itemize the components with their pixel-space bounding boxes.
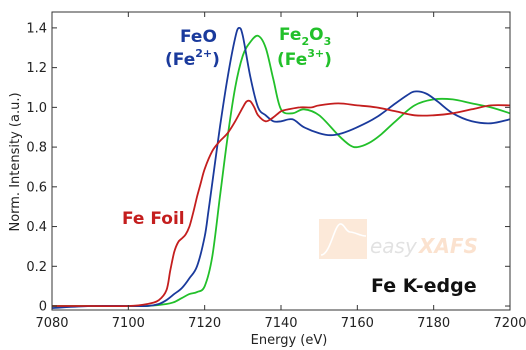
x-tick-label: 7160 xyxy=(341,316,374,331)
series-line-fe-foil xyxy=(52,99,511,308)
tick-layer: 7080 7100 7120 7140 7160 7180 7200 0 0.2 0.4 0.6 0.… xyxy=(26,12,526,331)
watermark-logo-curve xyxy=(320,223,367,256)
fe2o3-oxidation-label: (Fe3+) xyxy=(277,47,332,70)
fe2o3-oxidation-fe: (Fe xyxy=(277,50,307,70)
y-tick-label: 1.0 xyxy=(26,101,47,116)
x-tick-label: 7080 xyxy=(35,316,68,331)
y-tick-label: 0.4 xyxy=(26,220,47,235)
fe2o3-sub-3: 3 xyxy=(324,35,332,48)
fe2o3-sub-2: 2 xyxy=(301,35,309,48)
feo-oxidation-charge: 2+ xyxy=(195,47,212,60)
feo-label: FeO xyxy=(180,27,217,47)
watermark-text-xafs: XAFS xyxy=(417,234,478,258)
series-layer xyxy=(51,26,511,309)
fe2o3-oxidation-charge: 3+ xyxy=(307,47,324,60)
y-tick-label: 1.2 xyxy=(26,61,47,76)
watermark-logo: easy XAFS xyxy=(319,219,478,259)
fe-foil-label: Fe Foil xyxy=(122,209,185,229)
fe-k-edge-label: Fe K-edge xyxy=(371,275,477,297)
y-axis-title: Norm. Intensity (a.u.) xyxy=(8,92,23,231)
watermark-text-easy: easy xyxy=(370,234,418,258)
x-axis-title: Energy (eV) xyxy=(251,333,328,348)
x-tick-label: 7100 xyxy=(112,316,145,331)
x-tick-label: 7180 xyxy=(417,316,450,331)
feo-oxidation-close: ) xyxy=(212,50,220,70)
x-tick-label: 7140 xyxy=(264,316,297,331)
y-tick-label: 0 xyxy=(39,300,47,315)
fe2o3-label: Fe2O3 xyxy=(279,25,331,48)
series-line-feo-fe2 xyxy=(51,26,511,309)
feo-oxidation-fe: (Fe xyxy=(165,50,195,70)
feo-oxidation-label: (Fe2+) xyxy=(165,47,220,70)
x-tick-label: 7120 xyxy=(188,316,221,331)
series-line-fe2o3-fe3 xyxy=(52,34,511,308)
fe2o3-o: O xyxy=(309,25,323,45)
y-tick-label: 0.8 xyxy=(26,141,47,156)
y-tick-label: 1.4 xyxy=(26,21,47,36)
watermark-logo-box xyxy=(319,219,367,259)
fe2o3-oxidation-close: ) xyxy=(324,50,332,70)
fe2o3-fe: Fe xyxy=(279,25,301,45)
y-tick-label: 0.2 xyxy=(26,260,47,275)
y-tick-label: 0.6 xyxy=(26,180,47,195)
x-tick-label: 7200 xyxy=(493,316,526,331)
